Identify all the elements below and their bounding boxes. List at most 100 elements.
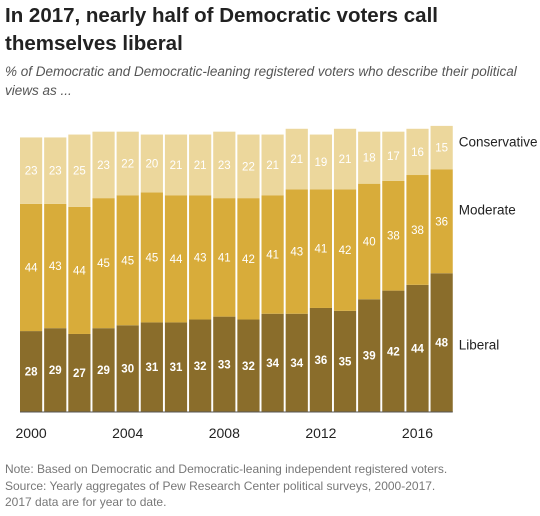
bar-segment-liberal [140, 322, 163, 412]
chart-notes: Note: Based on Democratic and Democratic… [5, 461, 535, 511]
data-label-conservative: 25 [73, 166, 86, 178]
bar-segment-conservative [213, 131, 236, 199]
bar-segment-moderate [20, 203, 43, 332]
data-label-liberal: 28 [25, 367, 38, 379]
data-label-liberal: 36 [315, 355, 328, 367]
bar-segment-liberal [68, 333, 91, 412]
data-label-liberal: 27 [73, 368, 86, 380]
bar-segment-moderate [406, 175, 429, 285]
data-label-moderate: 44 [25, 263, 38, 275]
data-label-liberal: 31 [170, 362, 183, 374]
data-label-conservative: 15 [435, 143, 448, 155]
data-label-liberal: 32 [194, 361, 207, 373]
bar-segment-moderate [164, 195, 188, 323]
data-label-conservative: 23 [97, 160, 110, 172]
bar-segment-liberal [358, 299, 381, 412]
data-label-conservative: 21 [339, 154, 352, 166]
data-label-conservative: 18 [363, 153, 376, 165]
data-label-conservative: 23 [49, 166, 62, 178]
bar-segment-liberal [285, 313, 308, 412]
bar-segment-moderate [237, 198, 260, 320]
bar-segment-conservative [189, 134, 212, 196]
bar-segment-liberal [20, 331, 43, 412]
bar-segment-conservative [140, 134, 163, 193]
note-line: 2017 data are for year to date. [5, 495, 167, 509]
x-tick-label: 2000 [16, 425, 47, 441]
bar-segment-conservative [406, 128, 429, 176]
bar-segment-conservative [333, 128, 357, 190]
bar-segment-conservative [430, 125, 453, 170]
data-label-moderate: 41 [266, 250, 279, 262]
data-label-moderate: 41 [218, 252, 231, 264]
bar-segment-moderate [333, 189, 357, 311]
data-label-moderate: 36 [435, 216, 448, 228]
data-label-liberal: 31 [145, 362, 158, 374]
bar-segment-moderate [92, 198, 115, 329]
data-label-liberal: 34 [290, 358, 303, 370]
bar-segment-conservative [309, 134, 332, 190]
bar-segment-moderate [382, 180, 405, 291]
data-label-conservative: 23 [25, 166, 38, 178]
bar-segment-conservative [116, 131, 139, 196]
bar-segment-moderate [140, 192, 163, 323]
bar-segment-liberal [44, 328, 67, 412]
data-label-moderate: 38 [411, 225, 424, 237]
data-label-liberal: 29 [49, 365, 62, 377]
data-label-conservative: 21 [194, 160, 207, 172]
bar-segment-conservative [68, 134, 91, 207]
data-label-liberal: 35 [339, 356, 352, 368]
data-label-conservative: 21 [290, 154, 303, 166]
bar-segment-liberal [213, 316, 236, 412]
bar-segment-conservative [382, 131, 405, 181]
bar-segment-liberal [189, 319, 212, 412]
legend-label-moderate: Moderate [459, 202, 516, 217]
data-label-moderate: 40 [363, 236, 376, 248]
bar-segment-liberal [116, 325, 139, 412]
bar-segment-moderate [430, 169, 453, 274]
bar-segment-moderate [261, 195, 284, 314]
bar-segment-conservative [44, 137, 67, 204]
bar-segment-conservative [261, 134, 284, 196]
data-label-liberal: 44 [411, 343, 424, 355]
data-label-conservative: 22 [121, 158, 134, 170]
x-tick-label: 2004 [112, 425, 143, 441]
data-label-moderate: 38 [387, 231, 400, 243]
data-label-liberal: 39 [363, 351, 376, 363]
data-label-conservative: 20 [145, 158, 158, 170]
data-label-liberal: 34 [266, 358, 279, 370]
bar-segment-liberal [237, 319, 260, 412]
chart-title: In 2017, nearly half of Democratic voter… [5, 4, 438, 55]
data-label-moderate: 42 [339, 245, 352, 257]
bar-segment-moderate [358, 183, 381, 300]
bar-segment-conservative [164, 134, 188, 196]
data-label-moderate: 43 [49, 261, 62, 273]
data-label-conservative: 17 [387, 151, 400, 163]
bar-segment-liberal [164, 322, 188, 412]
bar-segment-liberal [406, 284, 429, 412]
data-label-liberal: 29 [97, 365, 110, 377]
data-label-conservative: 21 [266, 160, 279, 172]
bar-segment-conservative [358, 131, 381, 184]
source-line: Source: Yearly aggregates of Pew Researc… [5, 478, 436, 493]
bar-segment-moderate [189, 195, 212, 320]
data-label-liberal: 30 [121, 364, 134, 376]
x-tick-label: 2012 [305, 425, 336, 441]
legend-label-conservative: Conservative [459, 135, 538, 150]
x-tick-label: 2008 [209, 425, 240, 441]
bar-segment-conservative [285, 128, 308, 190]
bar-segment-conservative [20, 137, 43, 204]
data-label-conservative: 23 [218, 160, 231, 172]
data-label-liberal: 33 [218, 359, 231, 371]
data-label-moderate: 41 [315, 244, 328, 256]
chart-subtitle: % of Democratic and Democratic-leaning r… [5, 64, 517, 98]
data-label-liberal: 42 [387, 346, 400, 358]
bar-segment-conservative [237, 134, 260, 199]
bar-segment-moderate [116, 195, 139, 326]
data-label-moderate: 45 [121, 255, 134, 267]
bar-segment-liberal [430, 273, 453, 412]
data-label-moderate: 44 [170, 254, 183, 266]
data-label-moderate: 43 [194, 252, 207, 264]
bar-segment-moderate [285, 189, 308, 314]
data-label-conservative: 16 [411, 147, 424, 159]
data-label-conservative: 22 [242, 161, 255, 173]
